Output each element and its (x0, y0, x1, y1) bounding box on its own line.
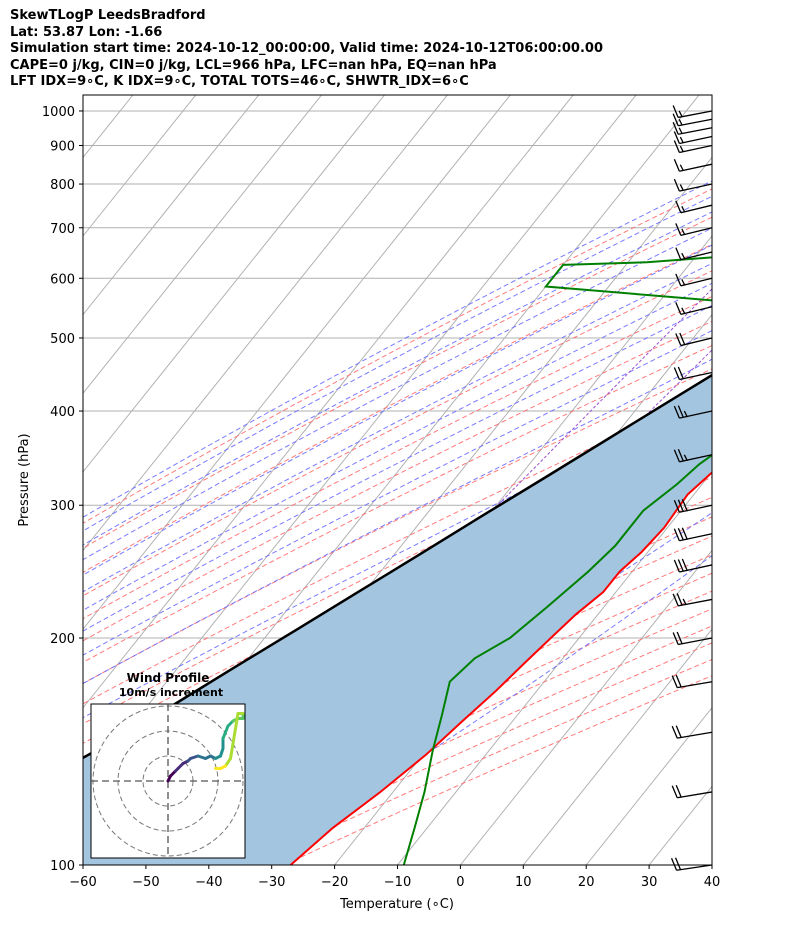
wind-barb (673, 405, 713, 419)
stability-line: CAPE=0 j/kg, CIN=0 j/kg, LCL=966 hPa, LF… (10, 57, 497, 73)
wind-barb (673, 499, 713, 513)
wind-barb (673, 140, 713, 154)
dry-adiabat (83, 270, 712, 597)
isotherm-gridline (522, 628, 712, 865)
moist-adiabat (83, 180, 712, 518)
wind-barb (673, 449, 713, 463)
wind-barb (673, 131, 713, 145)
dry-adiabat (83, 295, 712, 620)
location-line: Lat: 53.87 Lon: -1.66 (10, 24, 163, 40)
moist-adiabat (83, 227, 712, 561)
wind-barbs-layer (670, 105, 713, 871)
wind-barb (672, 631, 713, 646)
x-tick-label: −40 (195, 875, 222, 890)
isotherm-gridline (83, 95, 385, 473)
wind-barb (672, 121, 713, 135)
wind-barb (671, 725, 713, 739)
y-tick-label: 100 (50, 859, 75, 874)
hodograph-title: Wind Profile (127, 671, 210, 685)
wind-barb (671, 785, 713, 799)
wind-barb (673, 558, 713, 573)
y-tick-label: 500 (50, 332, 75, 347)
x-tick-label: 0 (456, 875, 464, 890)
y-tick-label: 1000 (42, 105, 75, 120)
isotherm-gridline (83, 95, 511, 630)
wind-barb (671, 674, 713, 689)
x-tick-label: 20 (578, 875, 595, 890)
y-axis-label: Pressure (hPa) (17, 433, 32, 526)
hodograph-subtitle: 10m/s increment (119, 686, 223, 699)
x-tick-label: −50 (132, 875, 159, 890)
isotherm-gridline (83, 95, 260, 316)
x-tick-label: 40 (704, 875, 721, 890)
x-tick-label: −60 (69, 875, 96, 890)
x-tick-label: −30 (258, 875, 285, 890)
isotherm-gridline (711, 864, 712, 865)
temperature-line (289, 471, 712, 865)
y-tick-label: 400 (50, 405, 75, 420)
moist-adiabat (83, 282, 712, 611)
isotherm-gridline (0, 95, 70, 865)
y-tick-label: 600 (50, 272, 75, 287)
dry-adiabat (83, 344, 712, 663)
chart-header: SkewTLogP LeedsBradford Lat: 53.87 Lon: … (10, 8, 603, 91)
wind-barb (672, 113, 713, 127)
y-tick-label: 200 (50, 632, 75, 647)
dry-adiabat (83, 188, 712, 524)
moist-adiabat (83, 358, 712, 685)
x-tick-label: −10 (384, 875, 411, 890)
wind-barb (675, 302, 713, 315)
wind-barb (673, 158, 713, 172)
wind-barb (672, 593, 713, 607)
axes-layer: −60 −50 −40 −30 −20 −10 0 10 20 30 40 1000 900 800 700… (42, 94, 721, 890)
dry-adiabat (83, 391, 712, 705)
moist-adiabat (83, 195, 712, 532)
wind-barb (675, 273, 713, 287)
wind-barb (675, 332, 713, 347)
time-line: Simulation start time: 2024-10-12_00:00:… (10, 41, 603, 56)
wind-barb (675, 200, 713, 214)
wind-barb (675, 247, 713, 261)
isotherm-gridline (460, 549, 712, 865)
hodograph-segment (229, 712, 240, 760)
wind-barb (673, 366, 713, 381)
dry-adiabat (83, 413, 712, 725)
x-tick-label: −20 (321, 875, 348, 890)
dry-adiabat (83, 216, 712, 549)
isotherm-gridline (83, 95, 574, 709)
moist-adiabat (83, 304, 712, 632)
y-tick-label: 700 (50, 222, 75, 237)
isotherm-gridline (83, 95, 322, 395)
y-tick-label: 900 (50, 139, 75, 154)
isotherm-gridline (83, 95, 448, 552)
wind-barb (672, 105, 713, 119)
y-tick-label: 300 (50, 499, 75, 514)
moist-adiabat (104, 512, 712, 865)
y-tick-label: 800 (50, 178, 75, 193)
hodograph-plot (91, 704, 245, 858)
wind-barb (673, 527, 713, 542)
x-tick-label: 10 (515, 875, 532, 890)
index-line: LFT IDX=9∘C, K IDX=9∘C, TOTAL TOTS=46∘C,… (10, 74, 469, 89)
wind-barb (675, 223, 713, 237)
wind-barb (670, 857, 713, 871)
dewpoint-line (402, 256, 712, 865)
isotherm-gridline (83, 95, 197, 237)
chart-title: SkewTLogP LeedsBradford (10, 8, 206, 23)
dry-adiabat (83, 535, 712, 835)
x-axis-label: Temperature (∘C) (339, 897, 454, 912)
wind-barb (673, 178, 713, 192)
hodograph-segment (221, 724, 230, 740)
hodograph-segment (224, 757, 232, 768)
x-tick-label: 30 (641, 875, 658, 890)
